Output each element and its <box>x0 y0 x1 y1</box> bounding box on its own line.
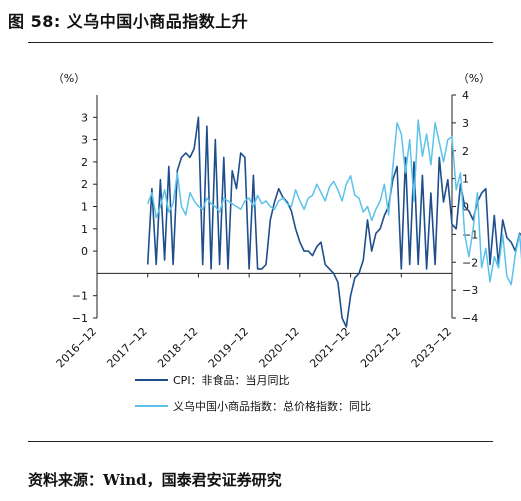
x-tick-label: 2020−12 <box>257 325 302 370</box>
left-axis-unit: （%） <box>53 72 85 85</box>
x-tick-label: 2019−12 <box>206 325 251 370</box>
right-tick-label: 3 <box>462 117 469 130</box>
x-tick-label: 2018−12 <box>155 325 200 370</box>
left-tick-label: −1 <box>72 290 88 303</box>
series-line-1 <box>146 116 521 328</box>
top-rule <box>28 42 493 43</box>
source-note: 资料来源：Wind，国泰君安证券研究 <box>28 471 282 489</box>
left-tick-label: 0 <box>81 245 88 258</box>
left-tick-label: 3 <box>81 111 88 124</box>
x-tick-label: 2021−12 <box>307 325 352 370</box>
right-tick-label: 1 <box>462 173 469 186</box>
series-line-2 <box>146 119 521 286</box>
bottom-rule <box>28 441 493 442</box>
right-tick-label: 4 <box>462 89 469 102</box>
left-tick-label: −1 <box>72 312 88 325</box>
series-layer <box>146 116 521 328</box>
left-tick-label: 2 <box>81 178 88 191</box>
legend-label-1: CPI：非食品：当月同比 <box>173 373 290 387</box>
left-tick-label: 2 <box>81 156 88 169</box>
x-tick-label: 2016−12 <box>54 325 99 370</box>
x-tick-label: 2017−12 <box>104 325 149 370</box>
figure-title: 图 58: 义乌中国小商品指数上升 <box>8 12 249 31</box>
right-tick-label: −2 <box>462 256 478 269</box>
x-tick-label: 2023−12 <box>409 325 454 370</box>
legend-label-2: 义乌中国小商品指数：总价格指数：同比 <box>173 399 371 413</box>
left-tick-label: 3 <box>81 134 88 147</box>
right-tick-label: 2 <box>462 145 469 158</box>
right-axis-unit: （%） <box>458 72 490 85</box>
left-tick-label: 1 <box>81 223 88 236</box>
right-tick-label: −4 <box>462 312 478 325</box>
right-tick-label: −3 <box>462 284 478 297</box>
left-tick-label: 1 <box>81 201 88 214</box>
x-tick-label: 2022−12 <box>358 325 403 370</box>
